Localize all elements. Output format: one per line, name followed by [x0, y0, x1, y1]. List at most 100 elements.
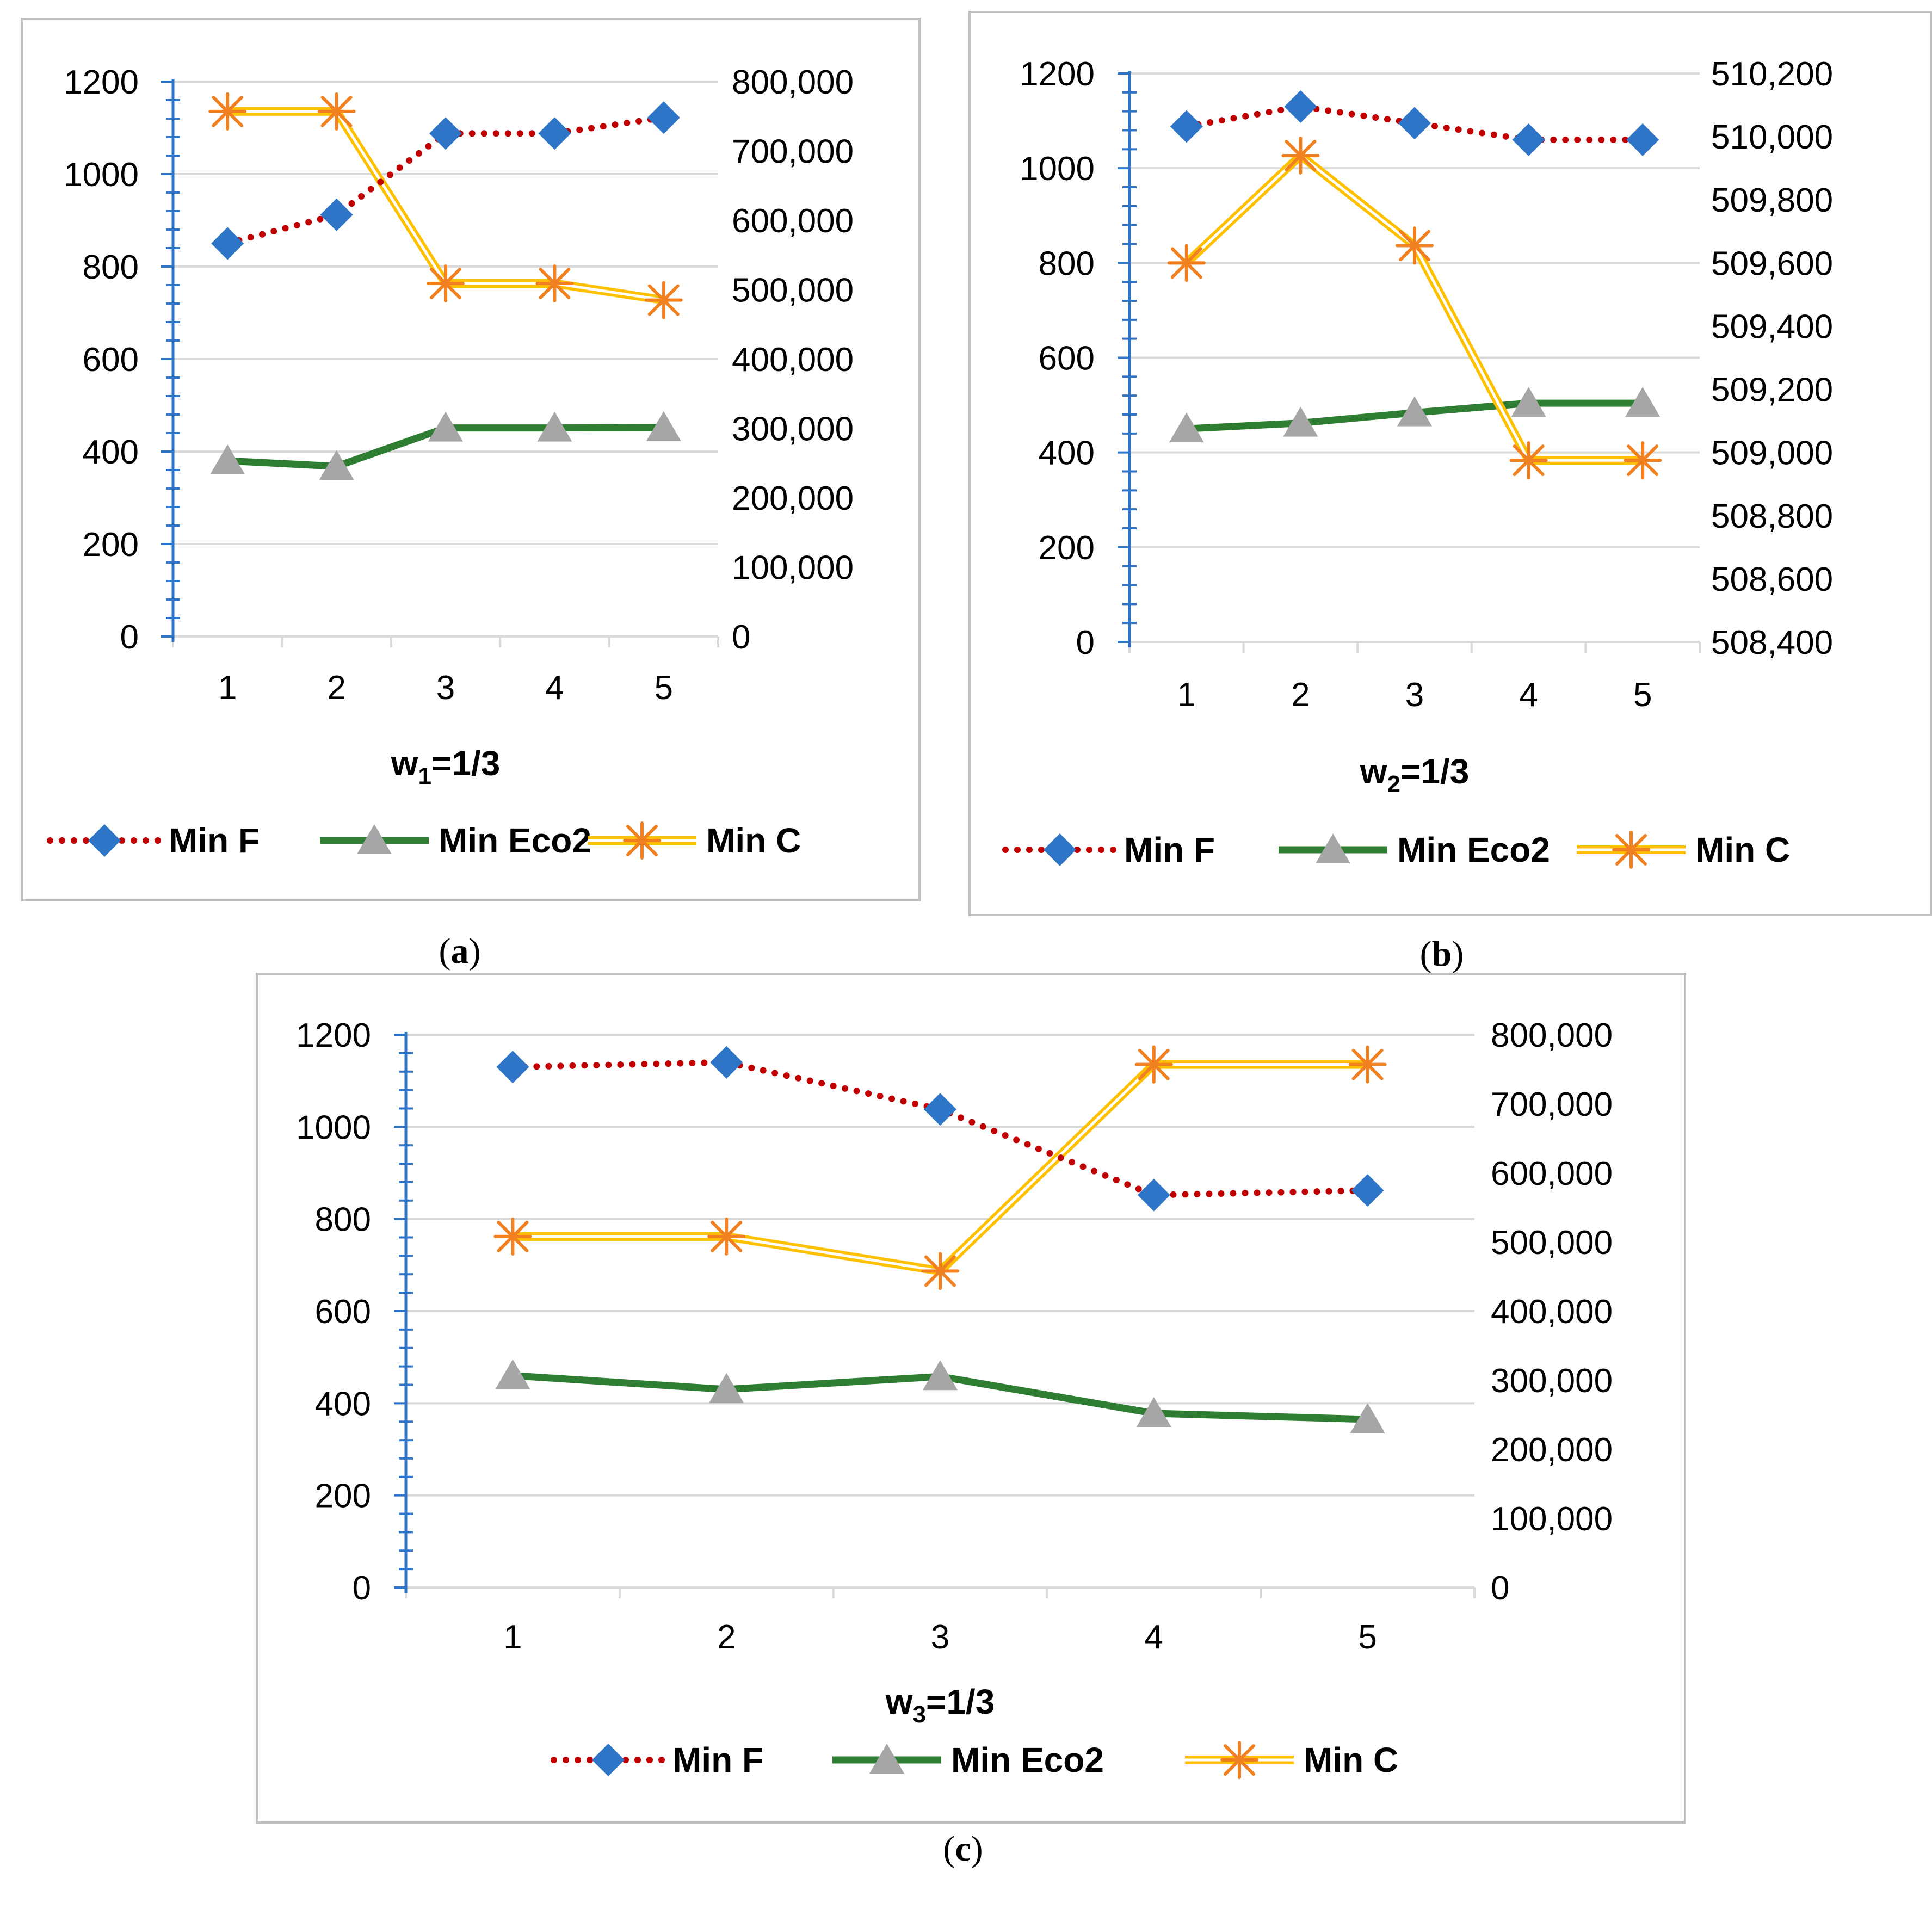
min-c-point — [208, 92, 247, 131]
legend-item-min-eco2: Min Eco2 — [320, 821, 591, 860]
x-tick-label: 2 — [717, 1618, 736, 1656]
y-right-tick-label: 300,000 — [1491, 1362, 1613, 1400]
panel-caption: (c) — [943, 1829, 983, 1869]
min-eco2-point — [1283, 406, 1318, 437]
y-right-tick-label: 700,000 — [1491, 1086, 1613, 1123]
legend-label: Min Eco2 — [439, 821, 591, 860]
min-f-point — [1284, 90, 1317, 123]
legend-item-min-f: Min F — [1002, 830, 1215, 869]
min-eco2-point — [1350, 1403, 1385, 1433]
legend-label: Min C — [1304, 1740, 1398, 1780]
chart-frame — [21, 18, 921, 901]
y-left-tick-label: 1000 — [296, 1109, 371, 1146]
x-tick-label: 1 — [218, 669, 237, 707]
min-eco2-point — [428, 411, 463, 442]
y-left-tick-label: 800 — [1039, 245, 1095, 282]
min-f-point — [710, 1046, 743, 1079]
min-c-point — [1134, 1045, 1173, 1084]
y-left-tick-label: 600 — [83, 341, 139, 379]
legend-item-min-eco2: Min Eco2 — [832, 1740, 1104, 1780]
y-left-tick-label: 400 — [315, 1385, 371, 1423]
y-left-tick-label: 1200 — [64, 64, 139, 101]
min-eco2-series — [1169, 387, 1661, 443]
y-right-tick-label: 508,800 — [1711, 498, 1833, 535]
min-eco2-point — [1397, 396, 1432, 427]
chart-a: 0 200 400 600 800 1000 1200 0 100,000 200,000 300,… — [21, 18, 921, 971]
min-f-series — [1170, 90, 1659, 156]
legend: Min F Min Eco2 Min C — [1002, 830, 1790, 869]
legend-label: Min Eco2 — [1397, 830, 1550, 869]
y-right-tick-label: 509,600 — [1711, 245, 1833, 282]
legend-label: Min F — [169, 821, 260, 860]
min-c-series — [208, 92, 683, 319]
y-right-tick-label: 508,400 — [1711, 624, 1833, 662]
legend-item-min-f: Min F — [47, 821, 260, 860]
legend-item-min-f: Min F — [551, 1740, 763, 1780]
x-tick-label: 2 — [1291, 676, 1310, 714]
x-tick-label: 5 — [655, 669, 673, 707]
y-right-tick-label: 800,000 — [1491, 1017, 1613, 1054]
chart-c: 0 200 400 600 800 1000 1200 0 100,000 200,000 300,… — [256, 973, 1686, 1869]
min-f-point — [1512, 123, 1545, 156]
legend-label: Min Eco2 — [951, 1740, 1104, 1780]
min-c-series — [1167, 136, 1662, 480]
panel-caption: (b) — [1420, 934, 1464, 974]
min-f-point — [1351, 1174, 1384, 1207]
min-c-point — [317, 92, 356, 131]
legend-label: Min F — [1124, 830, 1215, 869]
y-right-tick-label: 508,600 — [1711, 561, 1833, 598]
min-f-series — [211, 101, 680, 260]
min-c-point — [707, 1217, 746, 1256]
x-tick-label: 4 — [545, 669, 564, 707]
y-right-tick-label: 200,000 — [732, 480, 854, 517]
y-right-tick-label: 600,000 — [732, 202, 854, 240]
min-c-point — [1281, 136, 1320, 175]
legend-item-min-c: Min C — [588, 821, 801, 860]
y-right-tick-label: 400,000 — [1491, 1293, 1613, 1331]
min-f-point — [647, 101, 680, 134]
y-right-tick-label: 510,000 — [1711, 119, 1833, 156]
x-tick-label: 1 — [1177, 676, 1196, 714]
legend-item-min-eco2: Min Eco2 — [1279, 830, 1550, 869]
y-right-tick-label: 800,000 — [732, 64, 854, 101]
min-c-series — [493, 1045, 1387, 1290]
min-f-point — [1170, 110, 1203, 143]
min-f-point — [429, 117, 462, 150]
min-eco2-point — [1136, 1397, 1171, 1427]
min-eco2-series — [210, 411, 681, 480]
y-left-tick-label: 1200 — [296, 1017, 371, 1054]
min-f-point — [538, 117, 571, 150]
legend-marker-min-eco2 — [1316, 833, 1350, 863]
legend-label: Min C — [706, 821, 801, 860]
legend-marker-min-c — [623, 821, 661, 860]
y-left-tick-label: 600 — [1039, 340, 1095, 378]
x-axis-title: w3=1/3 — [885, 1682, 995, 1728]
min-c-point — [535, 264, 574, 303]
y-right-tick-label: 500,000 — [1491, 1224, 1613, 1262]
y-left-tick-label: 0 — [120, 619, 139, 656]
min-eco2-point — [923, 1360, 958, 1391]
legend-marker-min-c — [1612, 831, 1650, 869]
legend: Min F Min Eco2 Min C — [551, 1740, 1398, 1780]
y-left-tick-label: 400 — [83, 434, 139, 471]
y-left-tick-label: 1200 — [1020, 55, 1095, 93]
legend-label: Min F — [672, 1740, 763, 1780]
min-c-point — [1396, 226, 1434, 265]
y-right-tick-label: 400,000 — [732, 341, 854, 379]
x-tick-label: 3 — [931, 1618, 949, 1656]
y-left-tick-label: 800 — [83, 249, 139, 286]
y-right-tick-label: 600,000 — [1491, 1155, 1613, 1193]
x-tick-label: 3 — [436, 669, 455, 707]
panel-caption: (a) — [439, 931, 481, 971]
min-c-point — [493, 1217, 532, 1256]
x-axis-title: w2=1/3 — [1360, 752, 1470, 798]
x-tick-label: 4 — [1519, 676, 1538, 714]
min-eco2-point — [646, 411, 681, 441]
y-left-tick-label: 0 — [353, 1570, 371, 1607]
min-f-point — [1137, 1178, 1170, 1212]
y-left-tick-label: 1000 — [1020, 150, 1095, 188]
min-f-point — [211, 227, 244, 260]
y-right-tick-label: 100,000 — [1491, 1500, 1613, 1538]
min-eco2-point — [210, 444, 245, 474]
